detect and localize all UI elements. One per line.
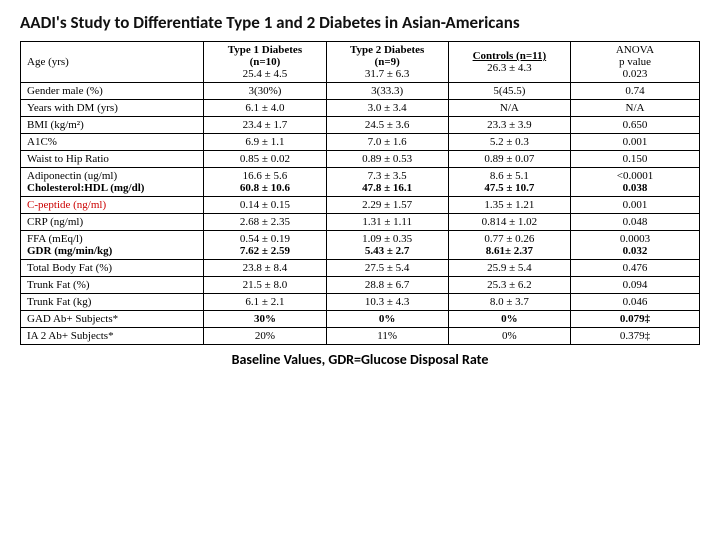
col-header-controls: Controls (n=11) 26.3 ± 4.3 bbox=[448, 42, 570, 83]
table-row: Waist to Hip Ratio0.85 ± 0.020.89 ± 0.53… bbox=[21, 151, 700, 168]
table-row: BMI (kg/m²)23.4 ± 1.724.5 ± 3.623.3 ± 3.… bbox=[21, 117, 700, 134]
header-row: Age (yrs) Type 1 Diabetes (n=10) 25.4 ± … bbox=[21, 42, 700, 83]
col-header-type1: Type 1 Diabetes (n=10) 25.4 ± 4.5 bbox=[204, 42, 326, 83]
data-table: Age (yrs) Type 1 Diabetes (n=10) 25.4 ± … bbox=[20, 41, 700, 345]
table-row: CRP (ng/ml)2.68 ± 2.351.31 ± 1.110.814 ±… bbox=[21, 214, 700, 231]
table-row: Gender male (%)3(30%)3(33.3)5(45.5)0.74 bbox=[21, 83, 700, 100]
table-row: A1C%6.9 ± 1.17.0 ± 1.65.2 ± 0.30.001 bbox=[21, 134, 700, 151]
col-header-anova: ANOVA p value 0.023 bbox=[570, 42, 699, 83]
table-row-adiponectin: Adiponectin (ug/ml) Cholesterol:HDL (mg/… bbox=[21, 168, 700, 197]
col-header-type2: Type 2 Diabetes (n=9) 31.7 ± 6.3 bbox=[326, 42, 448, 83]
table-row: Trunk Fat (%)21.5 ± 8.028.8 ± 6.725.3 ± … bbox=[21, 277, 700, 294]
table-row: Total Body Fat (%)23.8 ± 8.427.5 ± 5.425… bbox=[21, 260, 700, 277]
table-row-ffa: FFA (mEq/l) GDR (mg/min/kg) 0.54 ± 0.197… bbox=[21, 231, 700, 260]
table-row: C-peptide (ng/ml)0.14 ± 0.152.29 ± 1.571… bbox=[21, 197, 700, 214]
table-row: GAD Ab+ Subjects*30%0%0%0.079‡ bbox=[21, 311, 700, 328]
footer-text: Baseline Values, GDR=Glucose Disposal Ra… bbox=[20, 351, 700, 368]
page-title: AADI's Study to Differentiate Type 1 and… bbox=[20, 12, 700, 33]
row-label: Age (yrs) bbox=[21, 42, 204, 83]
table-row: Years with DM (yrs)6.1 ± 4.03.0 ± 3.4N/A… bbox=[21, 100, 700, 117]
table-row: Trunk Fat (kg)6.1 ± 2.110.3 ± 4.38.0 ± 3… bbox=[21, 294, 700, 311]
table-row: IA 2 Ab+ Subjects*20%11%0%0.379‡ bbox=[21, 328, 700, 345]
